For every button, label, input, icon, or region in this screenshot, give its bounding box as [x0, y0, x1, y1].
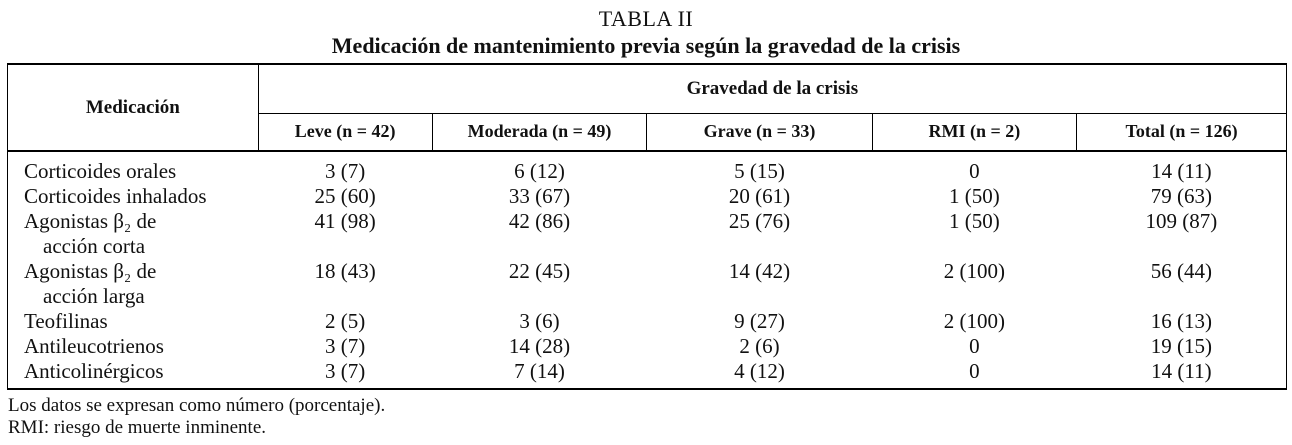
- value-cell: 25 (76): [728, 209, 791, 233]
- value-cell: 14 (28): [508, 334, 571, 358]
- table-row: Antileucotrienos 3 (7) 14 (28) 2 (6) 0 19 (15…: [8, 334, 1287, 359]
- col-header-rmi: RMI (n = 2): [871, 113, 1077, 151]
- value-cell: 2 (100): [943, 309, 1005, 333]
- value-cell: 42 (86): [508, 209, 571, 233]
- medication-table: Medicación Gravedad de la crisis Leve (n…: [7, 63, 1287, 390]
- value-cell: 4 (12): [734, 359, 785, 383]
- value-cell: 1 (50): [949, 184, 1000, 208]
- value-cell: 14 (42): [728, 259, 791, 283]
- value-cell: 3 (7): [325, 159, 366, 183]
- value-cell: 2 (5): [325, 309, 366, 333]
- medication-label-line: Corticoides inhalados: [24, 184, 207, 208]
- col-header-leve: Leve (n = 42): [294, 121, 396, 142]
- value-cell: 3 (6): [519, 309, 560, 333]
- col-header-grave: Grave (n = 33): [646, 113, 873, 151]
- value-cell: 0: [969, 334, 980, 358]
- table-caption: Medicación de mantenimiento previa según…: [331, 33, 961, 58]
- value-cell: 2 (6): [739, 334, 780, 358]
- medication-cell: Corticoides inhalados: [8, 184, 259, 209]
- table-title-block: TABLA II Medicación de mantenimiento pre…: [0, 0, 1292, 59]
- medication-label-line: Anticolinérgicos: [24, 359, 164, 383]
- table-row: Anticolinérgicos 3 (7) 7 (14) 4 (12) 0 14 (11…: [8, 359, 1287, 389]
- group-header-row: Medicación Gravedad de la crisis: [7, 64, 1287, 151]
- footnote-rmi-definition: RMI: riesgo de muerte inminente.: [8, 417, 267, 438]
- value-cell: 25 (60): [314, 184, 376, 208]
- value-cell: 18 (43): [314, 259, 376, 283]
- value-cell: 0: [969, 159, 980, 183]
- sub-header-row: Leve (n = 42) Moderada (n = 49) Grave (n…: [8, 113, 1287, 151]
- value-cell: 0: [969, 359, 980, 383]
- medication-cell: Agonistas β₂ de acción larga: [8, 259, 259, 309]
- value-cell: 79 (63): [1150, 184, 1212, 208]
- value-cell: 41 (98): [314, 209, 376, 233]
- value-cell: 5 (15): [734, 159, 785, 183]
- table-row: Corticoides inhalados 25 (60) 33 (67) 20 (6…: [8, 184, 1287, 209]
- table-row: Agonistas β₂ de acción corta 41 (98) 42 (86…: [8, 209, 1287, 259]
- medication-cell: Corticoides orales: [8, 151, 259, 184]
- value-cell: 56 (44): [1150, 259, 1212, 283]
- col-header-total: Total (n = 126): [1076, 113, 1287, 151]
- value-cell: 9 (27): [734, 309, 785, 333]
- value-cell: 109 (87): [1145, 209, 1218, 233]
- col-header-gravedad: Gravedad de la crisis: [258, 64, 1287, 114]
- table-body: Corticoides orales 3 (7) 6 (12) 5 (15) 0 14 (…: [8, 151, 1287, 389]
- value-cell: 22 (45): [508, 259, 571, 283]
- col-header-moderada: Moderada (n = 49): [431, 113, 647, 151]
- value-cell: 14 (11): [1151, 359, 1212, 383]
- value-cell: 6 (12): [514, 159, 565, 183]
- table-row: Agonistas β₂ de acción larga 18 (43) 22 (45…: [8, 259, 1287, 309]
- medication-label-line: acción larga: [43, 284, 145, 308]
- value-cell: 14 (11): [1151, 159, 1212, 183]
- table-row: Teofilinas 2 (5) 3 (6) 9 (27) 2 (100) 16 (13): [8, 309, 1287, 334]
- medication-label-line: Teofilinas: [24, 309, 108, 333]
- value-cell: 16 (13): [1150, 309, 1212, 333]
- col-header-medicacion: Medicación: [7, 64, 259, 151]
- medication-cell: Teofilinas: [8, 309, 259, 334]
- table-header: Medicación Gravedad de la crisis Leve (n…: [7, 64, 1287, 151]
- medication-label-line: acción corta: [43, 234, 146, 258]
- value-cell: 7 (14): [514, 359, 565, 383]
- medication-label-line: Agonistas β₂ de: [24, 209, 157, 233]
- value-cell: 2 (100): [943, 259, 1005, 283]
- medication-cell: Antileucotrienos: [8, 334, 259, 359]
- value-cell: 1 (50): [949, 209, 1000, 233]
- medication-label-line: Antileucotrienos: [24, 334, 164, 358]
- value-cell: 33 (67): [508, 184, 571, 208]
- value-cell: 3 (7): [325, 359, 366, 383]
- medication-cell: Agonistas β₂ de acción corta: [8, 209, 259, 259]
- medication-cell: Anticolinérgicos: [8, 359, 259, 389]
- value-cell: 19 (15): [1150, 334, 1212, 358]
- table-row: Corticoides orales 3 (7) 6 (12) 5 (15) 0 14 (…: [8, 151, 1287, 184]
- footnotes: Los datos se expresan como número (porce…: [8, 395, 1292, 439]
- medication-label-line: Corticoides orales: [24, 159, 177, 183]
- medication-label-line: Agonistas β₂ de: [24, 259, 157, 283]
- table-number-title: TABLA II: [598, 6, 694, 31]
- value-cell: 20 (61): [728, 184, 791, 208]
- value-cell: 3 (7): [325, 334, 366, 358]
- footnote-data-format: Los datos se expresan como número (porce…: [8, 395, 386, 416]
